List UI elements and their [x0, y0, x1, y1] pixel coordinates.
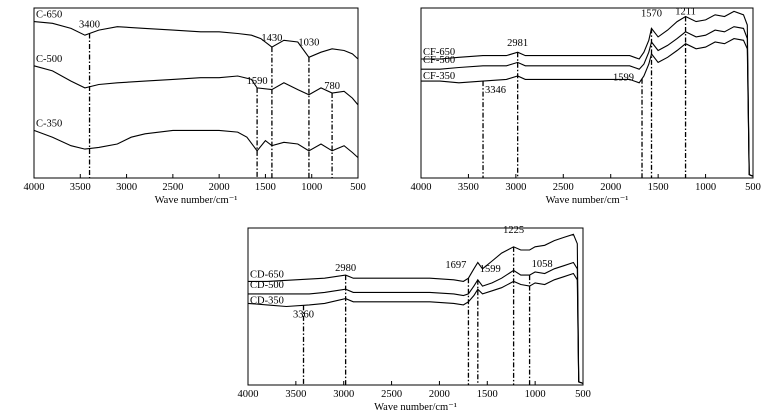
peak-label: 1225	[503, 225, 524, 236]
x-tick-label: 3500	[70, 182, 91, 193]
spectrum-curve-c-500	[33, 65, 359, 106]
peak-label: 1058	[532, 259, 553, 270]
x-tick-label: 2000	[209, 182, 230, 193]
peak-label: 1599	[480, 264, 501, 275]
x-tick-label: 1000	[301, 182, 322, 193]
x-tick-label: 4000	[411, 182, 432, 193]
peak-label: 1697	[445, 260, 466, 271]
plot-frame	[247, 227, 584, 386]
x-tick-label: 2500	[381, 389, 402, 400]
x-tick-label: 3000	[116, 182, 137, 193]
spectrum-curve-c-350	[33, 129, 359, 159]
x-tick-label: 500	[350, 182, 366, 193]
peak-label: 3360	[293, 309, 314, 320]
peak-label: 1430	[261, 33, 282, 44]
curve-label-cd-500: CD-500	[250, 280, 284, 291]
peak-label: 3400	[79, 20, 100, 31]
x-tick-label: 2000	[429, 389, 450, 400]
x-tick-label: 500	[575, 389, 591, 400]
spectrum-curve-cf-350	[421, 38, 754, 177]
x-tick-label: 4000	[238, 389, 259, 400]
x-tick-label: 3500	[285, 389, 306, 400]
curve-label-c-500: C-500	[36, 54, 62, 65]
spectrum-curve-cd-500	[248, 261, 584, 384]
peak-label: 1570	[641, 8, 662, 19]
peak-label: 1590	[247, 76, 268, 87]
peak-label: 2980	[335, 263, 356, 274]
curve-label-cd-350: CD-350	[250, 295, 284, 306]
x-tick-label: 1000	[695, 182, 716, 193]
curve-label-c-650: C-650	[36, 10, 62, 21]
panel-c-series: 4000 3500 3000 2500 2000 1500 1000 500 Wave numb…	[24, 7, 366, 206]
plot-frame	[33, 7, 359, 179]
panel-cf-series: 4000 3500 3000 2500 2000 1500 1000 500 Wave numb…	[411, 7, 761, 207]
panel-cd-series: 4000 3500 3000 2500 2000 1500 1000 500 Wave numb…	[238, 225, 591, 413]
curve-label-cf-650: CF-650	[423, 47, 455, 58]
x-tick-label: 3500	[458, 182, 479, 193]
peak-label: 1211	[675, 7, 696, 18]
x-tick-label: 500	[745, 182, 761, 193]
peak-label: 1030	[298, 37, 319, 48]
curve-label-c-350: C-350	[36, 118, 62, 129]
x-axis-title: Wave number/cm⁻¹	[546, 195, 629, 206]
x-tick-label: 2500	[162, 182, 183, 193]
spectrum-curve-cd-350	[247, 272, 584, 384]
curve-label-cf-500: CF-500	[423, 55, 455, 66]
x-tick-label: 1500	[255, 182, 276, 193]
x-axis-title: Wave number/cm⁻¹	[374, 402, 457, 413]
curve-label-cd-650: CD-650	[250, 269, 284, 280]
x-tick-label: 3000	[333, 389, 354, 400]
x-tick-label: 2000	[600, 182, 621, 193]
peak-label: 1599	[613, 73, 634, 84]
curve-label-cf-350: CF-350	[423, 71, 455, 82]
peak-label: 3346	[485, 85, 506, 96]
x-tick-label: 1000	[525, 389, 546, 400]
x-tick-label: 3000	[505, 182, 526, 193]
x-tick-label: 4000	[24, 182, 45, 193]
peak-label: 780	[324, 81, 340, 92]
spectrum-curve-cf-500	[421, 26, 754, 177]
peak-label: 2981	[507, 38, 528, 49]
plot-frame	[420, 7, 754, 179]
spectrum-curve-cd-650	[248, 233, 584, 384]
spectrum-curve-c-650	[33, 21, 359, 60]
x-tick-label: 2500	[553, 182, 574, 193]
x-axis-title: Wave number/cm⁻¹	[155, 195, 238, 206]
x-tick-label: 1500	[477, 389, 498, 400]
x-tick-label: 1500	[648, 182, 669, 193]
